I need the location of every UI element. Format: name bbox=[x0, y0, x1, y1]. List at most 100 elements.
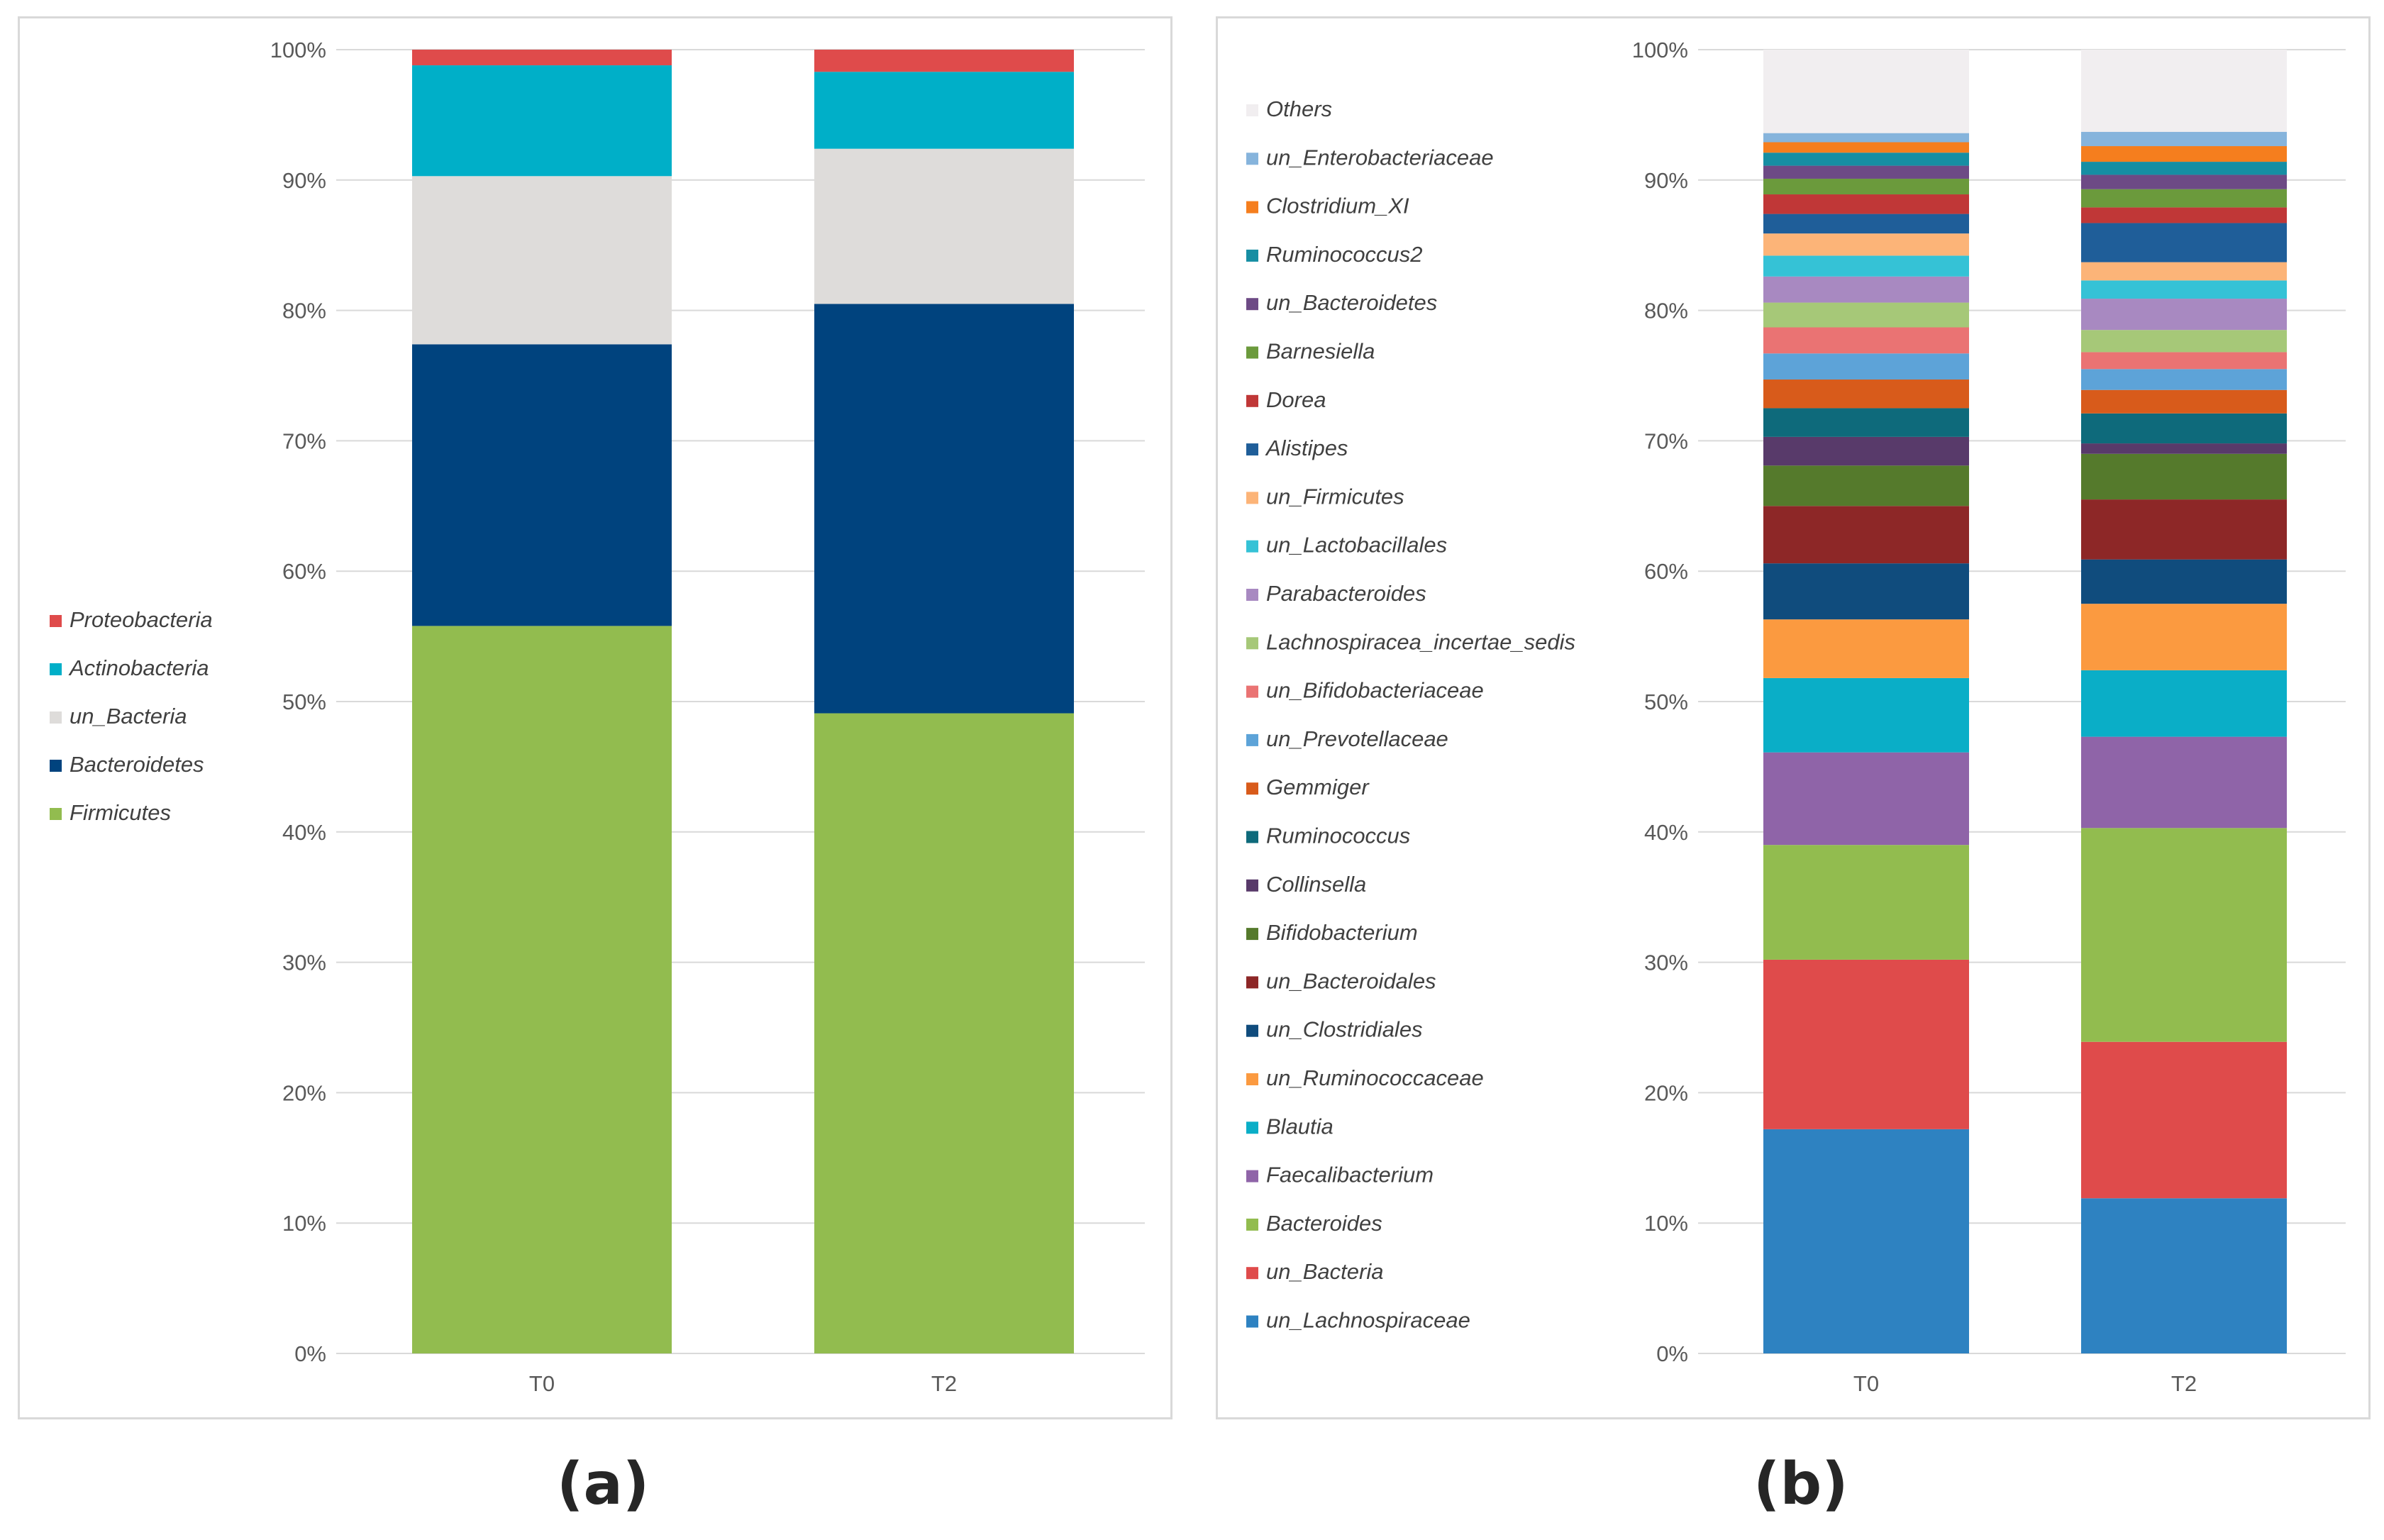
y-tick-label: 70% bbox=[282, 428, 326, 453]
bar-segment-t2-collinsella bbox=[2081, 443, 2287, 454]
legend-swatch-un-firmicutes bbox=[1246, 492, 1258, 504]
legend-label-un-prevotellaceae: un_Prevotellaceae bbox=[1266, 726, 1448, 751]
y-tick-label: 20% bbox=[1644, 1080, 1688, 1105]
bar-segment-t0-un-prevotellaceae bbox=[1763, 353, 1969, 380]
bar-segment-t0-gemmiger bbox=[1763, 380, 1969, 409]
y-tick-label: 100% bbox=[1632, 38, 1688, 62]
legend-swatch-bacteroides bbox=[1246, 1218, 1258, 1231]
y-tick-label: 10% bbox=[1644, 1211, 1688, 1236]
bar-segment-t2-dorea bbox=[2081, 207, 2287, 223]
bar-segment-t0-un-bacteria bbox=[412, 176, 672, 345]
bar-segment-t2-un-lachnospiraceae bbox=[2081, 1198, 2287, 1353]
legend-swatch-others bbox=[1246, 104, 1258, 116]
bar-segment-t0-clostridium-xi bbox=[1763, 142, 1969, 153]
y-tick-label: 40% bbox=[282, 820, 326, 845]
legend-swatch-un-bacteroidales bbox=[1246, 976, 1258, 989]
bar-segment-t2-lachnospiracea-incertae-sedis bbox=[2081, 330, 2287, 353]
bar-segment-t2-un-firmicutes bbox=[2081, 262, 2287, 281]
legend-swatch-barnesiella bbox=[1246, 346, 1258, 359]
legend-label-dorea: Dorea bbox=[1266, 387, 1326, 412]
y-tick-label: 30% bbox=[282, 951, 326, 975]
y-tick-label: 60% bbox=[282, 559, 326, 584]
legend-swatch-lachnospiracea-incertae-sedis bbox=[1246, 637, 1258, 650]
y-tick-label: 60% bbox=[1644, 559, 1688, 584]
y-tick-label: 40% bbox=[1644, 820, 1688, 845]
bar-segment-t0-un-bacteroidales bbox=[1763, 506, 1969, 564]
bar-segment-t0-firmicutes bbox=[412, 626, 672, 1353]
legend-swatch-firmicutes bbox=[50, 808, 62, 820]
legend-label-un-bacteria: un_Bacteria bbox=[1266, 1259, 1383, 1284]
x-tick-label: T0 bbox=[1853, 1371, 1879, 1396]
legend-label-proteobacteria: Proteobacteria bbox=[70, 607, 213, 632]
legend-label-un-ruminococcaceae: un_Ruminococcaceae bbox=[1266, 1065, 1484, 1090]
y-tick-label: 10% bbox=[282, 1211, 326, 1236]
bar-segment-t2-bacteroidetes bbox=[814, 304, 1074, 714]
caption-a: (a) bbox=[557, 1451, 650, 1518]
bar-segment-t2-barnesiella bbox=[2081, 189, 2287, 208]
bar-segment-t0-collinsella bbox=[1763, 436, 1969, 466]
y-tick-label: 0% bbox=[294, 1341, 326, 1366]
y-tick-label: 80% bbox=[282, 299, 326, 323]
legend-swatch-un-bacteria bbox=[50, 711, 62, 724]
bar-segment-t0-bacteroidetes bbox=[412, 344, 672, 626]
legend-label-un-clostridiales: un_Clostridiales bbox=[1266, 1017, 1423, 1042]
legend-swatch-un-bifidobacteriaceae bbox=[1246, 685, 1258, 698]
bar-segment-t2-un-ruminococcaceae bbox=[2081, 604, 2287, 670]
bar-segment-t2-proteobacteria bbox=[814, 50, 1074, 72]
x-tick-label: T0 bbox=[529, 1371, 555, 1396]
bar-segment-t0-alistipes bbox=[1763, 214, 1969, 234]
bar-segment-t2-un-bacteria bbox=[2081, 1041, 2287, 1199]
legend-label-blautia: Blautia bbox=[1266, 1114, 1334, 1139]
legend-label-collinsella: Collinsella bbox=[1266, 872, 1366, 897]
legend-label-bacteroidetes: Bacteroidetes bbox=[70, 752, 204, 777]
legend-label-actinobacteria: Actinobacteria bbox=[68, 655, 209, 680]
bar-segment-t2-actinobacteria bbox=[814, 72, 1074, 149]
legend-label-un-bacteroidales: un_Bacteroidales bbox=[1266, 968, 1436, 993]
legend-swatch-ruminococcus2 bbox=[1246, 249, 1258, 262]
legend-swatch-un-ruminococcaceae bbox=[1246, 1073, 1258, 1085]
legend-label-gemmiger: Gemmiger bbox=[1266, 775, 1370, 799]
y-tick-label: 0% bbox=[1656, 1341, 1688, 1366]
legend-swatch-alistipes bbox=[1246, 443, 1258, 456]
legend-swatch-parabacteroides bbox=[1246, 589, 1258, 601]
legend-swatch-actinobacteria bbox=[50, 663, 62, 675]
bar-segment-t2-un-bacteroidales bbox=[2081, 499, 2287, 560]
y-tick-label: 20% bbox=[282, 1080, 326, 1105]
chart-panel-a: 0% 10% 20% 30% 40% 50% 60% 70% 80% 90% 100% T0 T2 Pro… bbox=[18, 16, 1172, 1419]
y-tick-label: 100% bbox=[270, 38, 326, 62]
bar-segment-t0-others bbox=[1763, 50, 1969, 133]
legend-label-un-enterobacteriaceae: un_Enterobacteriaceae bbox=[1266, 145, 1494, 170]
bar-segment-t0-lachnospiracea-incertae-sedis bbox=[1763, 302, 1969, 328]
bar-segment-t0-blautia bbox=[1763, 677, 1969, 753]
legend-swatch-faecalibacterium bbox=[1246, 1170, 1258, 1182]
legend-swatch-proteobacteria bbox=[50, 615, 62, 627]
legend-swatch-dorea bbox=[1246, 394, 1258, 407]
bar-segment-t2-others bbox=[2081, 50, 2287, 132]
bar-segment-t2-un-lactobacillales bbox=[2081, 280, 2287, 299]
bar-segment-t0-dorea bbox=[1763, 194, 1969, 214]
legend-label-un-firmicutes: un_Firmicutes bbox=[1266, 484, 1404, 509]
bar-segment-t0-un-bacteria bbox=[1763, 959, 1969, 1129]
y-tick-label: 90% bbox=[1644, 168, 1688, 193]
bar-segment-t0-un-lachnospiraceae bbox=[1763, 1129, 1969, 1353]
legend-label-faecalibacterium: Faecalibacterium bbox=[1266, 1163, 1434, 1187]
y-tick-label: 70% bbox=[1644, 428, 1688, 453]
bar-segment-t2-un-enterobacteriaceae bbox=[2081, 131, 2287, 147]
legend-label-un-bifidobacteriaceae: un_Bifidobacteriaceae bbox=[1266, 678, 1484, 703]
bar-segment-t2-un-clostridiales bbox=[2081, 559, 2287, 604]
bar-segment-t2-bifidobacterium bbox=[2081, 453, 2287, 500]
x-tick-label: T2 bbox=[931, 1371, 957, 1396]
bar-segment-t2-un-bacteroidetes bbox=[2081, 175, 2287, 189]
legend-swatch-un-prevotellaceae bbox=[1246, 733, 1258, 746]
bar-segment-t0-ruminococcus2 bbox=[1763, 153, 1969, 166]
y-tick-label: 30% bbox=[1644, 951, 1688, 975]
y-tick-label: 50% bbox=[282, 689, 326, 714]
bar-segment-t0-un-clostridiales bbox=[1763, 563, 1969, 620]
bar-segment-t0-actinobacteria bbox=[412, 65, 672, 177]
bar-segment-t0-bifidobacterium bbox=[1763, 465, 1969, 506]
legend-label-un-lachnospiraceae: un_Lachnospiraceae bbox=[1266, 1308, 1470, 1333]
bar-segment-t2-ruminococcus2 bbox=[2081, 162, 2287, 175]
legend-swatch-un-bacteroidetes bbox=[1246, 298, 1258, 311]
legend-swatch-un-bacteria bbox=[1246, 1267, 1258, 1280]
legend-label-clostridium-xi: Clostridium_XI bbox=[1266, 194, 1409, 218]
